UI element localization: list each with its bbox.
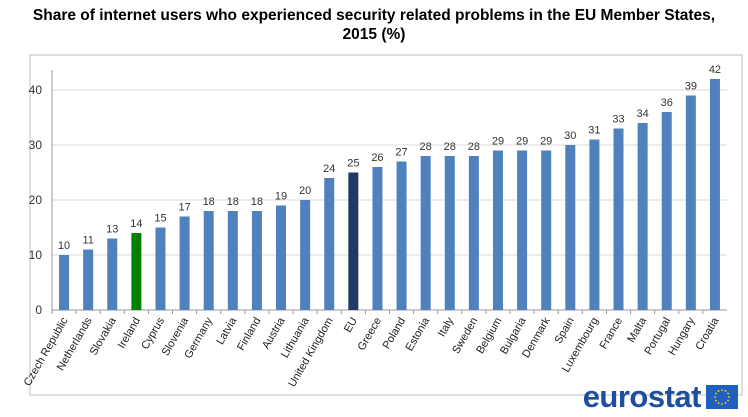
x-tick-label: EU — [342, 315, 360, 334]
bar-united-kingdom — [324, 178, 335, 310]
data-label: 28 — [444, 141, 456, 153]
chart-title: Share of internet users who experienced … — [0, 6, 748, 44]
data-label: 15 — [154, 213, 166, 225]
eu-flag-icon — [706, 385, 738, 409]
bar-spain — [565, 145, 576, 310]
bar-denmark — [541, 150, 552, 310]
y-tick-label: 30 — [29, 138, 43, 152]
flag-star — [721, 389, 723, 391]
data-label: 24 — [323, 163, 335, 175]
x-tick-label: Malta — [625, 315, 649, 345]
x-tick-label: France — [598, 316, 626, 352]
flag-star — [717, 402, 720, 404]
data-label: 26 — [371, 152, 383, 164]
data-label: 39 — [685, 81, 697, 93]
data-label: 18 — [227, 196, 239, 208]
data-label: 28 — [468, 141, 480, 153]
data-label: 34 — [637, 108, 649, 120]
bar-croatia — [709, 79, 720, 310]
bar-france — [613, 128, 624, 310]
data-label: 18 — [203, 196, 215, 208]
bar-bulgaria — [517, 150, 528, 310]
data-label: 31 — [588, 125, 600, 137]
data-label: 25 — [347, 158, 359, 170]
bar-austria — [276, 205, 287, 310]
flag-star — [721, 403, 723, 405]
data-label: 29 — [492, 136, 504, 148]
bar-slovenia — [179, 216, 190, 310]
logo-text: eurostat — [582, 379, 702, 414]
flag-star — [727, 399, 729, 402]
bar-belgium — [492, 150, 503, 310]
data-label: 11 — [82, 235, 93, 247]
y-tick-label: 10 — [29, 248, 43, 262]
bar-hungary — [685, 95, 696, 310]
flag-star — [727, 392, 729, 395]
bar-eu — [348, 172, 359, 310]
x-tick-label: Greece — [356, 316, 384, 353]
title-line-2: 2015 (%) — [342, 26, 406, 43]
bar-lithuania — [300, 200, 311, 310]
bar-cyprus — [155, 227, 166, 310]
bar-netherlands — [83, 249, 94, 310]
x-tick-label: Spain — [552, 316, 576, 346]
y-tick-label: 0 — [35, 303, 42, 317]
title-line-1: Share of internet users who experienced … — [32, 7, 716, 24]
bar-italy — [444, 156, 455, 310]
data-label: 10 — [58, 240, 70, 252]
data-label: 18 — [251, 196, 263, 208]
flag-star — [714, 396, 716, 398]
bar-slovakia — [107, 238, 118, 310]
x-tick-label: Italy — [436, 315, 457, 339]
data-label: 36 — [661, 97, 673, 109]
bar-sweden — [468, 156, 479, 310]
x-tick-label: Finland — [235, 316, 263, 353]
data-label: 42 — [709, 64, 721, 76]
bar-luxembourg — [589, 139, 600, 310]
data-label: 33 — [612, 114, 624, 126]
flag-star — [717, 390, 720, 392]
data-label: 30 — [564, 130, 576, 142]
data-label: 13 — [106, 224, 118, 236]
bar-czech-republic — [59, 255, 70, 310]
bar-ireland — [131, 233, 142, 310]
bar-poland — [396, 161, 407, 310]
x-tick-label: Latvia — [214, 315, 240, 347]
bar-latvia — [227, 211, 238, 310]
eurostat-logo: eurostat — [583, 381, 738, 413]
data-label: 20 — [299, 185, 311, 197]
flag-star — [715, 399, 717, 402]
flag-star — [724, 390, 727, 392]
x-tick-label: Croatia — [693, 315, 722, 352]
bar-germany — [203, 211, 214, 310]
data-label: 29 — [516, 136, 528, 148]
data-label: 17 — [178, 202, 190, 214]
data-label: 28 — [420, 141, 432, 153]
y-tick-label: 20 — [29, 193, 43, 207]
bar-portugal — [661, 112, 672, 310]
y-tick-label: 40 — [29, 83, 43, 97]
bar-malta — [637, 123, 648, 310]
chart-border — [29, 54, 743, 396]
x-tick-label: Estonia — [404, 315, 433, 354]
data-label: 27 — [395, 147, 407, 159]
flag-star — [728, 396, 730, 398]
flag-star — [715, 392, 717, 395]
bar-greece — [372, 167, 383, 310]
bar-finland — [251, 211, 262, 310]
bar-estonia — [420, 156, 431, 310]
data-label: 19 — [275, 191, 287, 203]
flag-star — [724, 402, 727, 404]
data-label: 29 — [540, 136, 552, 148]
data-label: 14 — [130, 218, 142, 230]
